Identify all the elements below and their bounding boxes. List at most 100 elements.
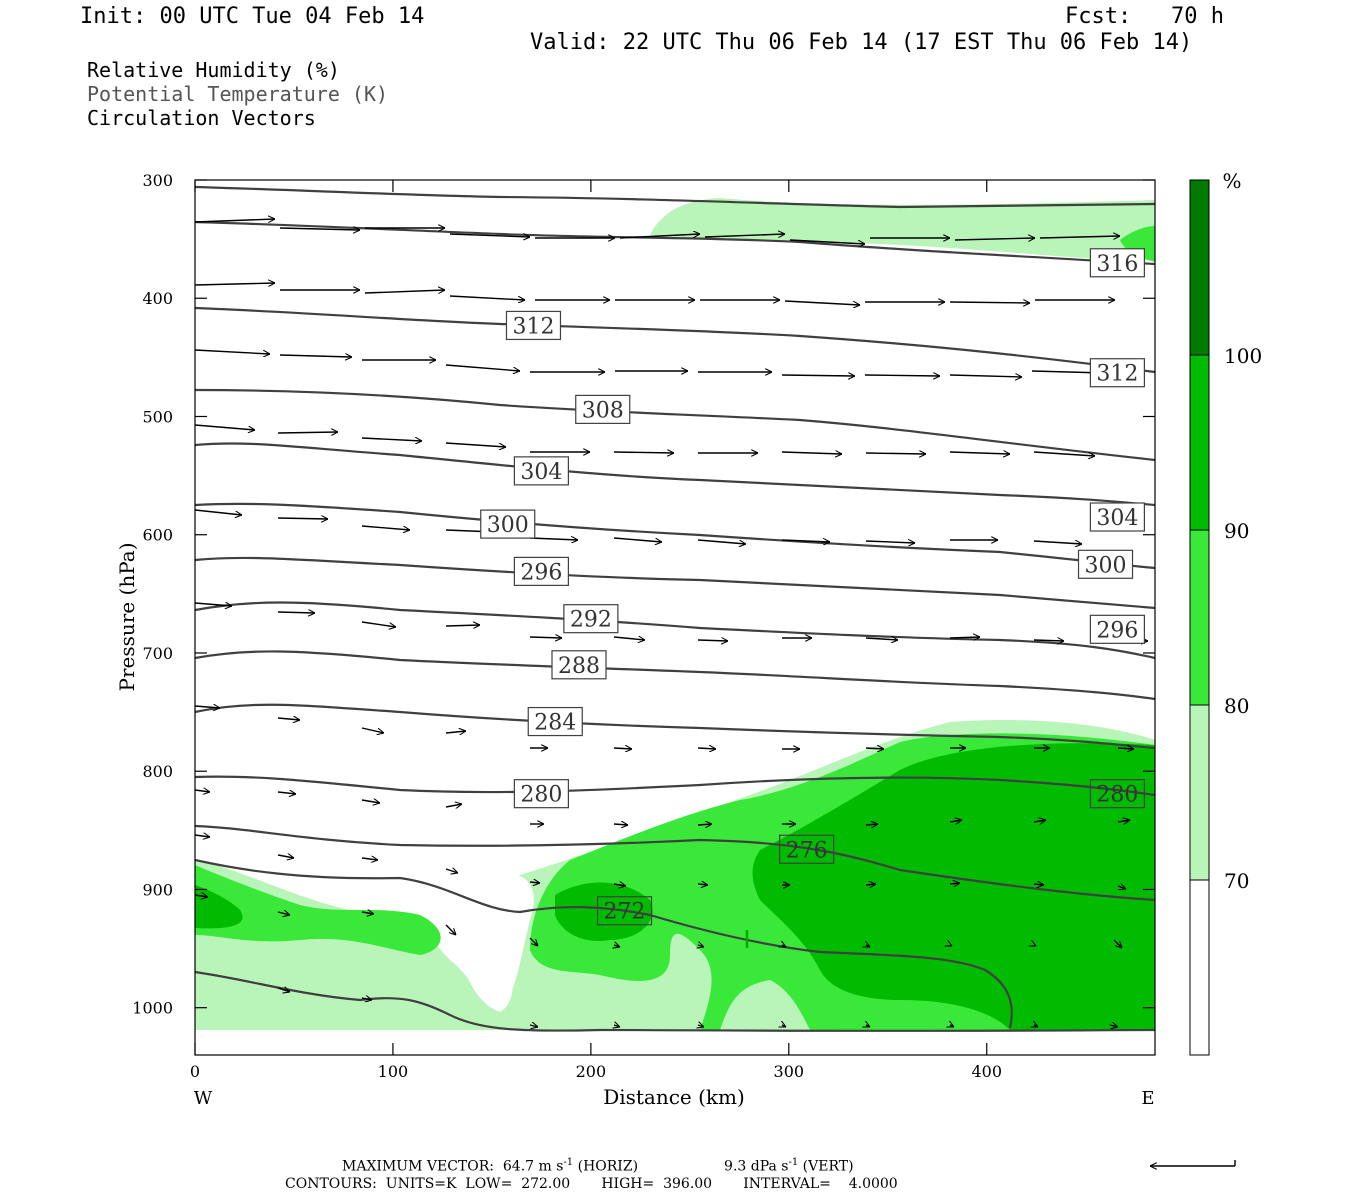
theta-label-text: 312	[512, 314, 554, 339]
forecast-hour: Fcst: 70 h	[1065, 4, 1224, 29]
theta-label: 300	[480, 509, 536, 539]
rh-80-lower-a	[195, 865, 441, 955]
vector	[865, 541, 915, 543]
vector	[1034, 1025, 1038, 1028]
vector	[1033, 451, 1095, 456]
vector	[445, 442, 506, 447]
vector	[697, 539, 746, 544]
vector	[865, 453, 926, 454]
vector	[950, 1025, 954, 1028]
vector	[1039, 236, 1120, 238]
theta-label-text: 304	[520, 460, 562, 485]
vector	[361, 727, 384, 733]
theta-contours	[195, 185, 1155, 1032]
vector	[194, 349, 270, 354]
colorbar-label: 80	[1224, 694, 1249, 718]
theta-contour-284	[195, 703, 1155, 750]
colorbar-frame	[1189, 179, 1210, 1056]
vector	[361, 800, 380, 803]
theta-contour-300	[195, 502, 1155, 570]
vector	[194, 603, 232, 606]
theta-label-text: 296	[1096, 618, 1138, 643]
theta-label: 288	[551, 650, 607, 680]
colorbar-segment	[1190, 355, 1209, 530]
vector	[865, 638, 898, 640]
theta-label-box	[1089, 248, 1145, 278]
theta-label: 276	[779, 834, 835, 864]
vector	[277, 988, 290, 992]
y-tick-label: 300	[142, 171, 173, 190]
vector	[194, 895, 208, 897]
vector	[529, 937, 538, 946]
theta-label-text: 284	[534, 711, 576, 736]
vector	[277, 718, 300, 720]
vector	[698, 1025, 704, 1027]
theta-label: 308	[575, 394, 631, 424]
vector	[613, 748, 632, 749]
vector	[194, 706, 220, 708]
vector	[619, 234, 700, 239]
vector	[1109, 1025, 1118, 1027]
field-rh-label: Relative Humidity (%)	[87, 58, 340, 82]
theta-label-text: 280	[520, 783, 562, 808]
vector	[1033, 541, 1082, 544]
vector	[614, 1025, 620, 1027]
rh-shading	[195, 198, 1155, 1030]
vector	[194, 219, 275, 222]
vector	[704, 234, 785, 237]
theta-contour-272	[195, 858, 1013, 1029]
vector	[949, 452, 1010, 454]
theta-label-box	[575, 394, 631, 424]
theta-label-box	[1089, 614, 1145, 644]
vector	[949, 375, 1022, 377]
vector	[1117, 886, 1126, 889]
vector	[613, 824, 628, 825]
theta-label-box	[1089, 779, 1145, 809]
vector	[1033, 820, 1046, 822]
vector	[361, 621, 396, 627]
vector	[949, 302, 1030, 303]
theta-label-box	[513, 556, 569, 586]
theta-label: 316	[1089, 248, 1145, 278]
theta-contour-upper-b	[195, 220, 1155, 266]
vector	[781, 540, 830, 542]
rh-70-upper	[650, 198, 1155, 261]
vector	[194, 790, 210, 792]
vector	[950, 945, 952, 947]
vector	[781, 452, 842, 454]
theta-label-text: 280	[1096, 783, 1138, 808]
vector	[445, 364, 520, 371]
vector	[361, 858, 378, 860]
theta-label: 304	[1089, 502, 1145, 532]
theta-label-box	[1089, 358, 1145, 388]
theta-label-box	[1089, 502, 1145, 532]
y-tick-label: 700	[142, 644, 173, 663]
y-tick-label: 800	[142, 762, 173, 781]
theta-label: 272	[596, 896, 653, 926]
vector	[954, 238, 1035, 240]
max-vector-text: MAXIMUM VECTOR: 64.7 m s-1 (HORIZ) 9.3 dP…	[342, 1157, 854, 1175]
vector	[614, 945, 620, 947]
theta-label-text: 312	[1096, 362, 1138, 387]
theta-contour-304	[195, 442, 1155, 507]
vector	[1117, 820, 1130, 822]
y-tick-label: 400	[142, 289, 173, 308]
vector	[865, 884, 876, 885]
vector	[613, 884, 626, 886]
theta-label: 280	[1089, 779, 1145, 809]
vector	[613, 452, 674, 453]
theta-label-box	[513, 779, 569, 809]
x-tick-label: 300	[774, 1062, 805, 1081]
colorbar-label: 70	[1224, 869, 1249, 893]
x-tick-label: 100	[378, 1062, 409, 1081]
theta-label: 312	[505, 310, 562, 341]
contours-info: CONTOURS: UNITS=K LOW= 272.00 HIGH= 396.…	[285, 1176, 898, 1192]
vector	[789, 239, 865, 244]
x-axis-west-label: W	[194, 1088, 213, 1109]
colorbar-label: 100	[1224, 344, 1262, 368]
theta-label: 296	[513, 556, 569, 586]
theta-label-box	[551, 650, 607, 680]
theta-label: 296	[1089, 614, 1145, 644]
vector	[697, 884, 708, 885]
valid-time: Valid: 22 UTC Thu 06 Feb 14 (17 EST Thu …	[530, 30, 1193, 55]
